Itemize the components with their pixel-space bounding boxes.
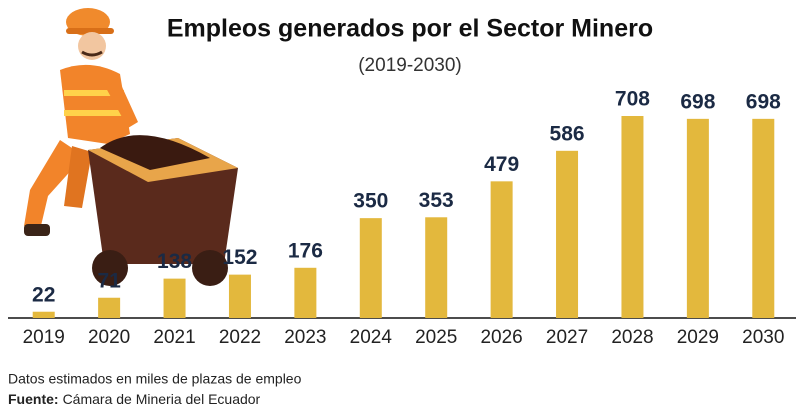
bar	[229, 275, 251, 318]
x-tick-label: 2026	[480, 327, 522, 348]
x-tick-label: 2023	[284, 327, 326, 348]
bar	[98, 298, 120, 318]
value-label: 152	[222, 246, 257, 269]
bar	[360, 218, 382, 318]
bar	[621, 116, 643, 318]
bar	[33, 312, 55, 318]
value-label: 353	[419, 189, 454, 212]
source-label: Fuente:	[8, 391, 59, 407]
chart-title: Empleos generados por el Sector Minero	[167, 15, 653, 43]
value-label: 350	[353, 190, 388, 213]
value-label: 71	[97, 269, 121, 292]
source: Cámara de Mineria del Ecuador	[63, 391, 261, 407]
bar	[556, 151, 578, 318]
value-label: 479	[484, 153, 519, 176]
x-tick-label: 2021	[153, 327, 195, 348]
note: Datos estimados en miles de plazas de em…	[8, 371, 302, 387]
value-label: 586	[550, 122, 585, 145]
value-label: 176	[288, 239, 323, 262]
source-line: Fuente:Cámara de Mineria del Ecuador	[8, 391, 261, 407]
x-tick-label: 2020	[88, 327, 130, 348]
chart: Empleos generados por el Sector Minero (…	[0, 0, 796, 413]
bar	[491, 181, 513, 318]
bar	[752, 119, 774, 318]
value-label: 698	[680, 90, 715, 113]
value-label: 138	[157, 250, 192, 273]
x-tick-label: 2028	[611, 327, 653, 348]
bar	[687, 119, 709, 318]
x-tick-label: 2025	[415, 327, 457, 348]
x-tick-label: 2024	[350, 327, 393, 348]
value-label: 698	[746, 90, 781, 113]
x-tick-label: 2019	[23, 327, 65, 348]
chart-subtitle: (2019-2030)	[358, 55, 462, 76]
value-label: 708	[615, 88, 650, 111]
bar	[425, 217, 447, 318]
value-label: 22	[32, 283, 55, 306]
x-tick-label: 2029	[677, 327, 719, 348]
x-tick-label: 2027	[546, 327, 588, 348]
x-tick-label: 2022	[219, 327, 261, 348]
bar	[294, 268, 316, 318]
x-tick-label: 2030	[742, 327, 784, 348]
miner-illustration	[24, 8, 238, 286]
bar	[164, 279, 186, 318]
